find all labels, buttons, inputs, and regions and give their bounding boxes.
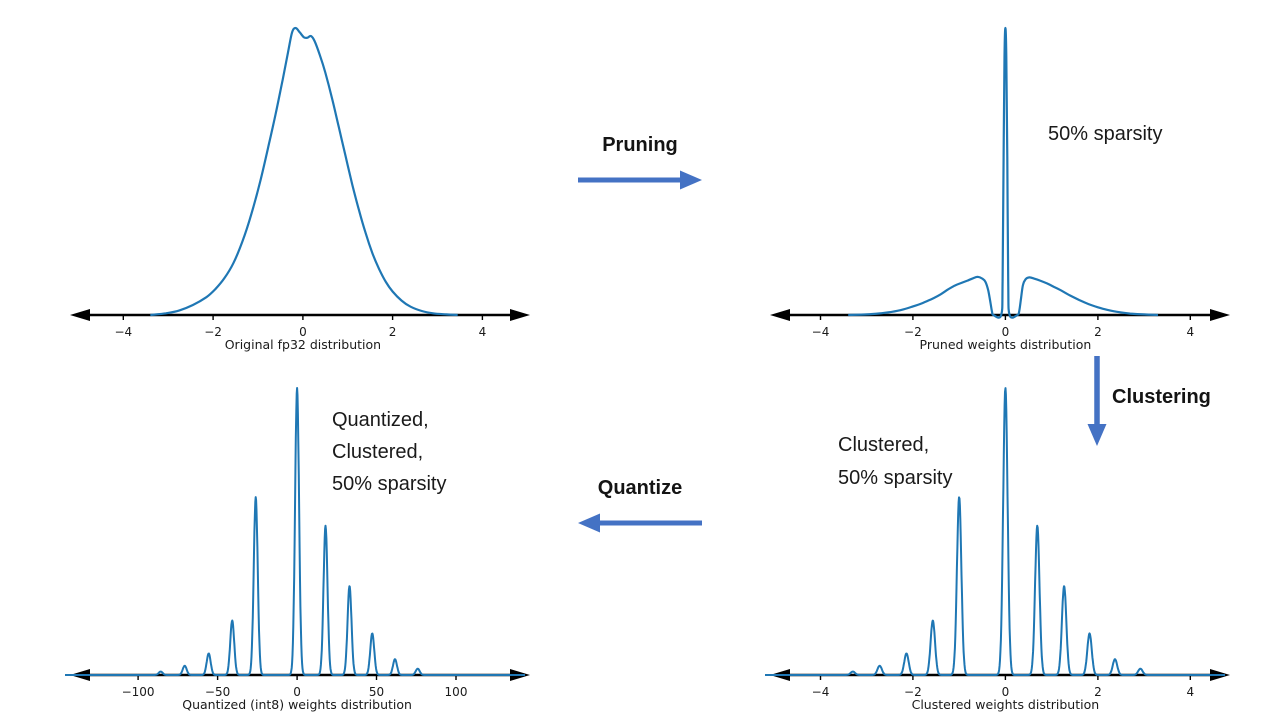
svg-text:4: 4 [1186, 325, 1194, 339]
fp32-distribution-plot: −4 −2 0 2 4 Original fp32 distribution [70, 26, 530, 352]
quantize-left-arrow-icon [578, 513, 702, 533]
svg-text:−50: −50 [205, 685, 230, 699]
svg-text:0: 0 [1002, 685, 1010, 699]
pruning-right-arrow-icon [578, 170, 702, 190]
clustered-distribution-plot: −4 −2 0 2 4 Clustered weights distribution [764, 387, 1230, 712]
svg-text:Original fp32 distribution: Original fp32 distribution [225, 337, 381, 352]
svg-text:−100: −100 [122, 685, 155, 699]
svg-text:50: 50 [369, 685, 384, 699]
svg-text:2: 2 [1094, 685, 1102, 699]
svg-text:0: 0 [293, 685, 301, 699]
svg-text:4: 4 [1186, 685, 1194, 699]
svg-text:−2: −2 [904, 685, 922, 699]
clustered-annotation-line1: Clustered, [838, 434, 930, 456]
svg-text:2: 2 [1094, 325, 1102, 339]
svg-text:100: 100 [445, 685, 468, 699]
svg-text:−4: −4 [812, 325, 830, 339]
quantized-distribution-plot: −100 −50 0 50 100 Quantized (int8) weights di… [64, 387, 530, 712]
svg-text:Clustered weights distribution: Clustered weights distribution [912, 697, 1100, 712]
quantized-annotation-line2: Clustered, [332, 441, 424, 463]
svg-text:Pruned weights distribution: Pruned weights distribution [920, 337, 1092, 352]
svg-text:2: 2 [389, 325, 397, 339]
pruned-sparsity-annotation: 50% sparsity [1048, 123, 1163, 145]
quantized-annotation-line3: 50% sparsity [332, 473, 447, 495]
svg-text:0: 0 [299, 325, 307, 339]
svg-text:−4: −4 [114, 325, 132, 339]
clustering-step-label: Clustering [1112, 386, 1211, 408]
clustering-down-arrow-icon [1087, 356, 1107, 446]
clustered-annotation: Clustered, 50% sparsity [838, 429, 953, 495]
svg-text:−4: −4 [812, 685, 830, 699]
svg-text:−2: −2 [904, 325, 922, 339]
svg-text:4: 4 [479, 325, 487, 339]
quantized-annotation-line1: Quantized, [332, 409, 429, 431]
svg-text:Quantized (int8) weights distr: Quantized (int8) weights distribution [182, 697, 412, 712]
pruned-distribution-plot: −4 −2 0 2 4 Pruned weights distribution [770, 26, 1230, 352]
quantize-step-label: Quantize [597, 477, 683, 499]
quantized-annotation: Quantized, Clustered, 50% sparsity [332, 404, 447, 500]
svg-text:0: 0 [1002, 325, 1010, 339]
svg-text:−2: −2 [204, 325, 222, 339]
clustered-annotation-line2: 50% sparsity [838, 467, 953, 489]
pruning-step-label: Pruning [602, 134, 678, 156]
